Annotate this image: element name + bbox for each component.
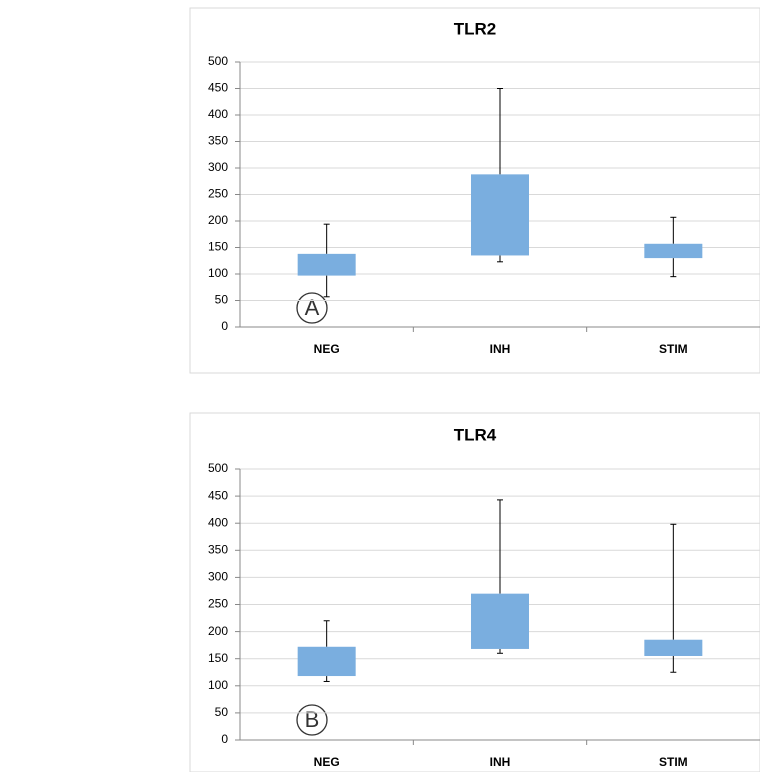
x-tick-label: NEG <box>314 342 340 356</box>
y-tick-label: 500 <box>208 54 228 68</box>
y-tick-label: 150 <box>208 651 228 665</box>
chart-title: TLR2 <box>454 19 497 38</box>
y-tick-label: 0 <box>221 319 228 333</box>
y-tick-label: 0 <box>221 732 228 746</box>
y-tick-label: 300 <box>208 160 228 174</box>
y-tick-label: 250 <box>208 187 228 201</box>
panel-circle <box>296 704 328 736</box>
y-tick-label: 400 <box>208 107 228 121</box>
x-tick-label: INH <box>490 755 511 769</box>
y-tick-label: 50 <box>215 705 229 719</box>
x-tick-label: STIM <box>659 342 688 356</box>
y-tick-label: 250 <box>208 597 228 611</box>
panel-label: A <box>305 295 320 320</box>
y-tick-label: 450 <box>208 81 228 95</box>
panel-label: B <box>305 707 320 732</box>
y-tick-label: 150 <box>208 240 228 254</box>
y-tick-label: 200 <box>208 213 228 227</box>
y-tick-label: 450 <box>208 488 228 502</box>
y-tick-label: 400 <box>208 515 228 529</box>
box <box>644 639 703 656</box>
y-tick-label: 50 <box>215 293 229 307</box>
panel-circle <box>296 292 328 324</box>
x-tick-label: INH <box>490 342 511 356</box>
x-tick-label: NEG <box>314 755 340 769</box>
y-tick-label: 500 <box>208 461 228 475</box>
y-tick-label: 300 <box>208 570 228 584</box>
box <box>471 174 529 256</box>
y-tick-label: 350 <box>208 542 228 556</box>
box <box>297 646 356 677</box>
chart-area <box>189 412 760 772</box>
y-tick-label: 100 <box>208 678 228 692</box>
y-tick-label: 200 <box>208 624 228 638</box>
chart-title: TLR4 <box>454 425 497 444</box>
y-tick-label: 350 <box>208 134 228 148</box>
box <box>471 593 529 649</box>
y-tick-label: 100 <box>208 266 228 280</box>
x-tick-label: STIM <box>659 755 688 769</box>
box <box>644 243 703 259</box>
box <box>297 253 356 276</box>
